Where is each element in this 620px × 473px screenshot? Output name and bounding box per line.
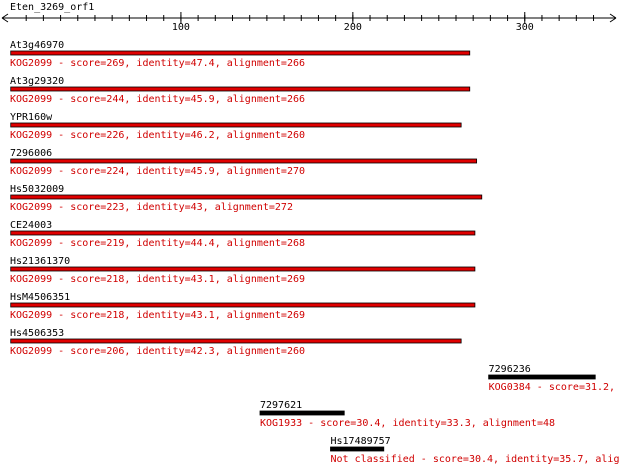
hit-name: Hs4506353	[10, 328, 64, 339]
hit-name: Hs21361370	[10, 256, 70, 267]
hit-name: 7296006	[10, 148, 52, 159]
hit-label: KOG2099 - score=226, identity=46.2, alig…	[10, 130, 305, 141]
hit-bar	[330, 446, 385, 452]
hit-label: KOG2099 - score=224, identity=45.9, alig…	[10, 166, 305, 177]
hit-label: KOG2099 - score=218, identity=43.1, alig…	[10, 310, 305, 321]
hit-bar	[488, 374, 596, 380]
hit-label: KOG2099 - score=206, identity=42.3, alig…	[10, 346, 305, 357]
tick-label: 200	[344, 22, 362, 33]
hit-bar	[10, 86, 471, 92]
hit-bar	[10, 338, 462, 344]
hit-label: KOG2099 - score=244, identity=45.9, alig…	[10, 94, 305, 105]
hit-bar	[10, 194, 483, 200]
hit-bar	[10, 302, 476, 308]
hit-label: KOG2099 - score=269, identity=47.4, alig…	[10, 58, 305, 69]
hit-name: 7296236	[489, 364, 531, 375]
hit-name: Hs17489757	[330, 436, 390, 447]
hit-label: Not classified - score=30.4, identity=35…	[330, 454, 619, 465]
axis-arrow	[609, 13, 617, 23]
hit-bar	[259, 410, 345, 416]
hit-bar	[10, 230, 476, 236]
tick-label: 100	[172, 22, 190, 33]
hit-bar	[10, 266, 476, 272]
tick-label: 300	[516, 22, 534, 33]
hit-label: KOG0384 - score=31.2,	[489, 382, 615, 393]
hit-name: At3g29320	[10, 76, 64, 87]
hit-name: 7297621	[260, 400, 302, 411]
hit-bar	[10, 50, 471, 56]
hit-name: CE24003	[10, 220, 52, 231]
hit-label: KOG2099 - score=223, identity=43, alignm…	[10, 202, 293, 213]
hit-label: KOG2099 - score=219, identity=44.4, alig…	[10, 238, 305, 249]
hit-name: Hs5032009	[10, 184, 64, 195]
hit-bar	[10, 122, 462, 128]
hit-label: KOG2099 - score=218, identity=43.1, alig…	[10, 274, 305, 285]
query-name: Eten_3269_orf1	[10, 2, 94, 13]
axis-arrow	[1, 13, 9, 23]
hit-name: At3g46970	[10, 40, 64, 51]
hit-name: YPR160w	[10, 112, 53, 123]
hit-name: HsM4506351	[10, 292, 70, 303]
hit-bar	[10, 158, 478, 164]
hit-label: KOG1933 - score=30.4, identity=33.3, ali…	[260, 418, 555, 429]
